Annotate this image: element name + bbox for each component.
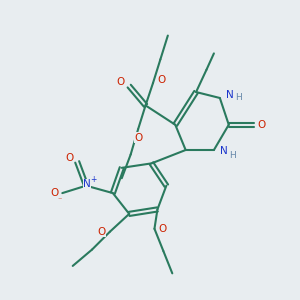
Text: O: O (65, 153, 73, 163)
Text: N: N (220, 146, 228, 157)
Text: O: O (135, 133, 143, 142)
Text: O: O (257, 120, 266, 130)
Text: O: O (157, 75, 165, 85)
Text: H: H (229, 151, 236, 160)
Text: O: O (159, 224, 167, 234)
Text: O: O (50, 188, 58, 198)
Text: N: N (83, 179, 91, 189)
Text: O: O (117, 76, 125, 87)
Text: O: O (98, 227, 106, 237)
Text: ⁻: ⁻ (58, 195, 62, 204)
Text: N: N (226, 90, 234, 100)
Text: +: + (90, 175, 97, 184)
Text: H: H (235, 94, 242, 103)
